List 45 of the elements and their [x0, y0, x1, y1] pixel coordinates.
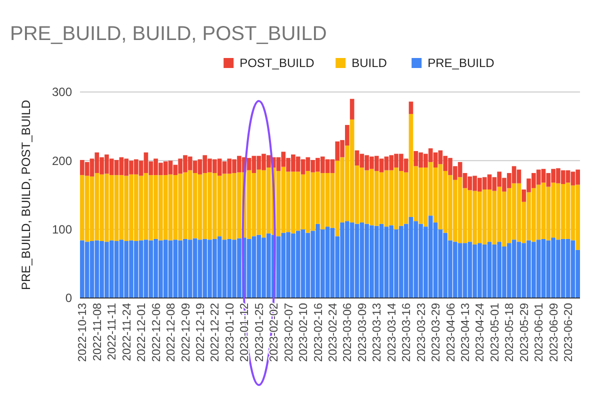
legend-label: BUILD [352, 56, 388, 70]
x-tick-label: 2022-12-22 [210, 303, 222, 362]
x-tick-label: 2023-05-29 [518, 303, 531, 362]
legend-label: PRE_BUILD [428, 56, 495, 70]
x-tick-label: 2023-02-10 [298, 303, 310, 362]
x-tick-label: 2022-11-08 [92, 303, 104, 361]
x-tick-label: 2023-01-10 [224, 303, 236, 362]
x-tick-label: 2023-01-12 [239, 303, 252, 362]
x-tick-label: 2023-04-06 [445, 303, 458, 362]
x-tick-label: 2023-03-09 [356, 303, 369, 362]
x-tick-label: 2023-03-16 [401, 303, 414, 362]
y-tick-label: 200 [52, 154, 72, 168]
x-tick-label: 2022-10-13 [77, 303, 90, 362]
x-tick-label: 2023-02-07 [283, 303, 296, 362]
x-tick-label: 2023-02-24 [327, 302, 340, 362]
x-tick-label: 2023-06-20 [563, 303, 576, 362]
y-tick-label: 0 [65, 291, 72, 306]
x-tick-label: 2023-03-29 [430, 303, 443, 362]
x-tick-label: 2022-12-08 [166, 303, 178, 362]
x-tick-label: 2023-04-13 [460, 303, 472, 362]
y-axis-title: PRE_BUILD, BUILD, POST_BUILD [19, 100, 33, 290]
x-tick-label: 2023-02-16 [312, 303, 325, 362]
bar [350, 98, 354, 120]
x-tick-label: 2023-03-13 [372, 303, 384, 362]
bar [408, 102, 414, 114]
x-tick-label: 2023-06-09 [548, 303, 560, 362]
x-tick-label: 2023-02-02 [268, 303, 281, 362]
x-tick-label: 2023-03-06 [342, 303, 354, 362]
x-tick-label: 2023-05-18 [504, 303, 516, 362]
y-tick-label: 100 [52, 222, 72, 237]
x-tick-label: 2022-12-06 [150, 303, 163, 362]
x-tick-label: 2022-12-01 [136, 303, 148, 362]
x-tick-label: 2022-11-11 [106, 303, 119, 360]
x-tick-label: 2023-04-24 [474, 302, 487, 362]
chart-title: PRE_BUILD, BUILD, POST_BUILD [10, 23, 327, 45]
legend-label: POST_BUILD [240, 56, 315, 70]
x-tick-label: 2022-11-24 [121, 302, 134, 361]
x-tick-label: 2023-05-01 [489, 303, 502, 362]
y-tick-label: 300 [52, 85, 72, 100]
x-tick-label: 2023-01-25 [254, 303, 266, 362]
x-tick-label: 2023-03-14 [386, 302, 398, 362]
x-tick-label: 2023-03-23 [416, 303, 428, 362]
x-tick-label: 2022-12-19 [194, 303, 207, 362]
x-tick-label: 2022-12-09 [180, 303, 192, 362]
x-tick-label: 2023-06-01 [534, 303, 546, 362]
